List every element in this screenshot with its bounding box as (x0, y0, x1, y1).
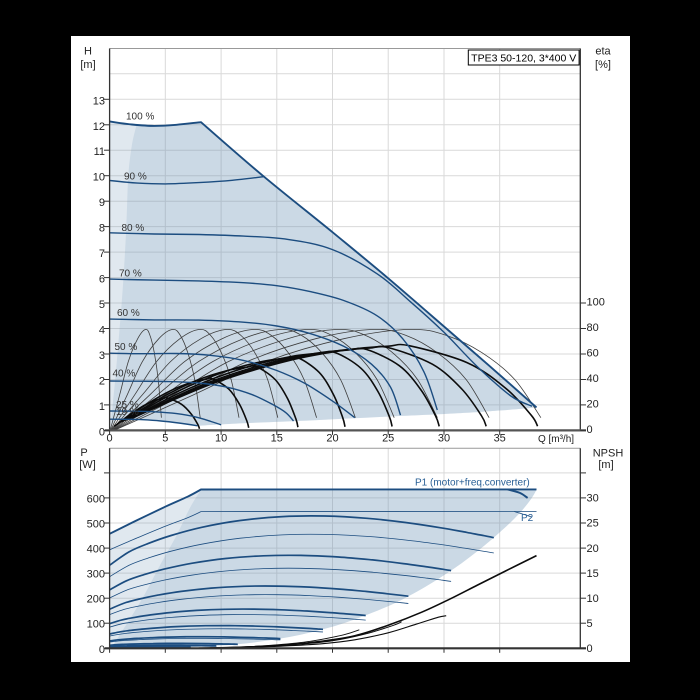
svg-text:20: 20 (587, 543, 599, 555)
svg-text:0: 0 (107, 433, 113, 445)
svg-text:100: 100 (587, 296, 605, 308)
svg-text:80: 80 (587, 322, 599, 334)
svg-text:100 %: 100 % (126, 112, 154, 123)
svg-text:20: 20 (326, 433, 338, 445)
svg-text:eta: eta (595, 46, 611, 58)
svg-text:30: 30 (587, 493, 599, 505)
svg-text:0: 0 (587, 643, 593, 655)
svg-text:5: 5 (587, 618, 593, 630)
svg-text:4: 4 (99, 325, 105, 337)
svg-text:7: 7 (99, 248, 105, 260)
svg-text:200: 200 (87, 594, 105, 606)
svg-text:P2: P2 (521, 513, 534, 524)
svg-text:25: 25 (587, 518, 599, 530)
svg-text:15: 15 (271, 433, 283, 445)
svg-text:40: 40 (587, 373, 599, 385)
svg-text:6: 6 (99, 274, 105, 286)
svg-text:3: 3 (99, 350, 105, 362)
svg-text:5: 5 (162, 433, 168, 445)
svg-text:10: 10 (215, 433, 227, 445)
svg-text:TPE3 50-120, 3*400 V: TPE3 50-120, 3*400 V (471, 52, 576, 64)
svg-text:NPSH: NPSH (593, 448, 624, 460)
svg-text:10: 10 (93, 172, 105, 184)
svg-text:2: 2 (99, 376, 105, 388)
svg-text:15: 15 (587, 568, 599, 580)
svg-text:30: 30 (438, 433, 450, 445)
svg-text:70 %: 70 % (119, 269, 142, 280)
svg-text:25 %: 25 % (116, 400, 139, 411)
svg-text:11: 11 (94, 146, 105, 158)
svg-text:0: 0 (587, 424, 593, 436)
svg-text:600: 600 (87, 493, 105, 505)
svg-text:0: 0 (99, 644, 105, 656)
svg-text:35: 35 (494, 433, 506, 445)
svg-text:40 %: 40 % (113, 369, 136, 380)
svg-text:5: 5 (99, 299, 105, 311)
svg-text:1: 1 (99, 401, 105, 413)
svg-text:Q [m³/h]: Q [m³/h] (538, 434, 574, 445)
svg-text:25: 25 (382, 433, 394, 445)
svg-text:[m]: [m] (80, 59, 95, 71)
svg-text:100: 100 (87, 619, 105, 631)
svg-text:20: 20 (587, 398, 599, 410)
svg-text:90 %: 90 % (124, 171, 147, 182)
svg-text:50 %: 50 % (115, 342, 138, 353)
svg-text:400: 400 (87, 544, 105, 556)
svg-text:[W]: [W] (79, 459, 96, 471)
svg-text:9: 9 (99, 197, 105, 209)
svg-text:0: 0 (99, 426, 105, 438)
svg-text:60: 60 (587, 347, 599, 359)
svg-text:8: 8 (99, 223, 105, 235)
svg-text:12: 12 (93, 121, 105, 133)
svg-text:[m]: [m] (598, 459, 613, 471)
svg-text:500: 500 (87, 519, 105, 531)
svg-text:300: 300 (87, 569, 105, 581)
svg-text:13: 13 (93, 95, 105, 107)
svg-text:H: H (84, 46, 92, 58)
svg-text:[%]: [%] (595, 59, 611, 71)
svg-text:19 %: 19 % (116, 407, 139, 418)
svg-text:P: P (80, 447, 87, 459)
svg-text:10: 10 (587, 593, 599, 605)
svg-text:60 %: 60 % (117, 308, 140, 319)
svg-text:80 %: 80 % (122, 223, 145, 234)
svg-text:P1 (motor+freq.converter): P1 (motor+freq.converter) (415, 478, 530, 489)
